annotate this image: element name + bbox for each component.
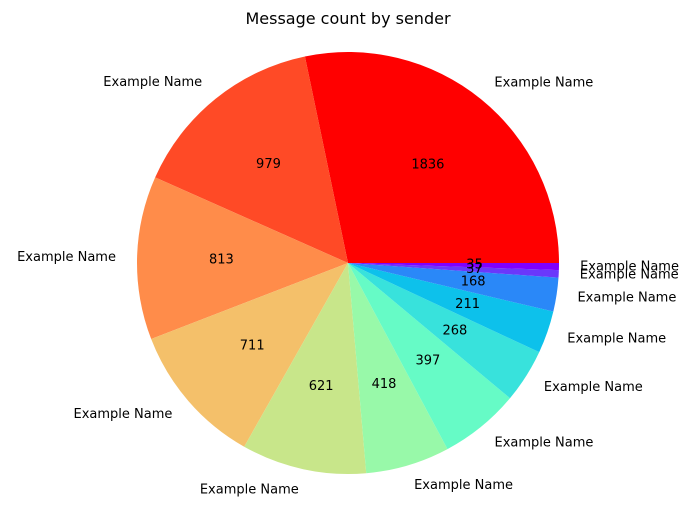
pie-slice xyxy=(151,263,348,447)
slice-name-label: Example Name xyxy=(544,380,643,395)
slice-name-label: Example Name xyxy=(494,75,593,90)
slice-name-label: Example Name xyxy=(17,250,116,265)
pie-slice xyxy=(348,263,559,271)
pie-slice xyxy=(137,177,348,340)
slice-value-label: 621 xyxy=(309,379,334,394)
slice-value-label: 979 xyxy=(256,157,281,172)
pie-slice xyxy=(155,56,348,263)
slice-name-label: Example Name xyxy=(414,478,513,493)
slice-value-label: 211 xyxy=(455,297,480,312)
slice-name-label: Example Name xyxy=(73,407,172,422)
slice-name-label: Example Name xyxy=(580,268,679,283)
slice-value-label: 711 xyxy=(240,338,265,353)
slice-value-label: 397 xyxy=(415,354,440,369)
pie-slice xyxy=(348,263,559,312)
slice-value-label: 1836 xyxy=(411,157,444,172)
pie-slice xyxy=(244,263,367,474)
slice-name-label: Example Name xyxy=(494,436,593,451)
slice-value-label: 418 xyxy=(372,377,397,392)
chart-title: Message count by sender xyxy=(245,9,450,28)
slice-name-label: Example Name xyxy=(103,75,202,90)
pie-slice xyxy=(348,263,540,399)
slice-name-label: Example Name xyxy=(580,259,679,274)
pie-slice xyxy=(348,263,554,353)
pie-slice xyxy=(304,51,559,263)
slice-value-label: 37 xyxy=(466,262,483,277)
slice-value-label: 35 xyxy=(466,258,483,273)
pie-slice xyxy=(348,263,448,474)
slice-name-label: Example Name xyxy=(200,482,299,497)
slice-name-label: Example Name xyxy=(567,332,666,347)
slice-value-label: 168 xyxy=(461,275,486,290)
pie-slices xyxy=(137,51,559,474)
pie-slice xyxy=(348,263,559,278)
slice-value-label: 813 xyxy=(209,252,234,267)
pie-slice xyxy=(348,263,510,450)
slice-value-label: 268 xyxy=(442,323,467,338)
slice-name-label: Example Name xyxy=(577,290,676,305)
